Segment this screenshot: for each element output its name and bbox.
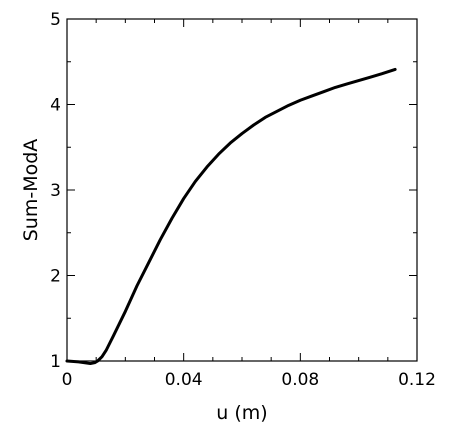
y-tick-label: 3 <box>50 181 61 201</box>
y-tick-label: 4 <box>50 96 61 116</box>
x-tick-label: 0.12 <box>398 370 436 390</box>
x-tick-label: 0.04 <box>165 370 203 390</box>
x-tick-label: 0 <box>62 370 73 390</box>
tick-marks <box>66 18 418 362</box>
x-axis-label: u (m) <box>216 402 267 424</box>
series-line <box>65 67 397 366</box>
x-tick-label: 0.08 <box>281 370 319 390</box>
y-tick-label: 2 <box>50 267 61 287</box>
y-axis-label: Sum-ModA <box>20 139 42 242</box>
y-tick-label: 5 <box>50 10 61 30</box>
y-tick-label: 1 <box>50 352 61 372</box>
tick-labels: 0 0.04 0.08 0.12 1 2 3 4 5 <box>50 10 436 390</box>
plot-frame <box>66 18 418 362</box>
